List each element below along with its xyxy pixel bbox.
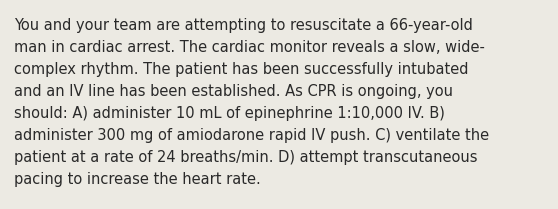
Text: man in cardiac arrest. The cardiac monitor reveals a slow, wide-: man in cardiac arrest. The cardiac monit… [14,40,485,55]
Text: administer 300 mg of amiodarone rapid IV push. C) ventilate the: administer 300 mg of amiodarone rapid IV… [14,128,489,143]
Text: should: A) administer 10 mL of epinephrine 1:10,000 IV. B): should: A) administer 10 mL of epinephri… [14,106,445,121]
Text: and an IV line has been established. As CPR is ongoing, you: and an IV line has been established. As … [14,84,453,99]
Text: You and your team are attempting to resuscitate a 66-year-old: You and your team are attempting to resu… [14,18,473,33]
Text: pacing to increase the heart rate.: pacing to increase the heart rate. [14,172,261,187]
Text: complex rhythm. The patient has been successfully intubated: complex rhythm. The patient has been suc… [14,62,469,77]
Text: patient at a rate of 24 breaths/min. D) attempt transcutaneous: patient at a rate of 24 breaths/min. D) … [14,150,478,165]
